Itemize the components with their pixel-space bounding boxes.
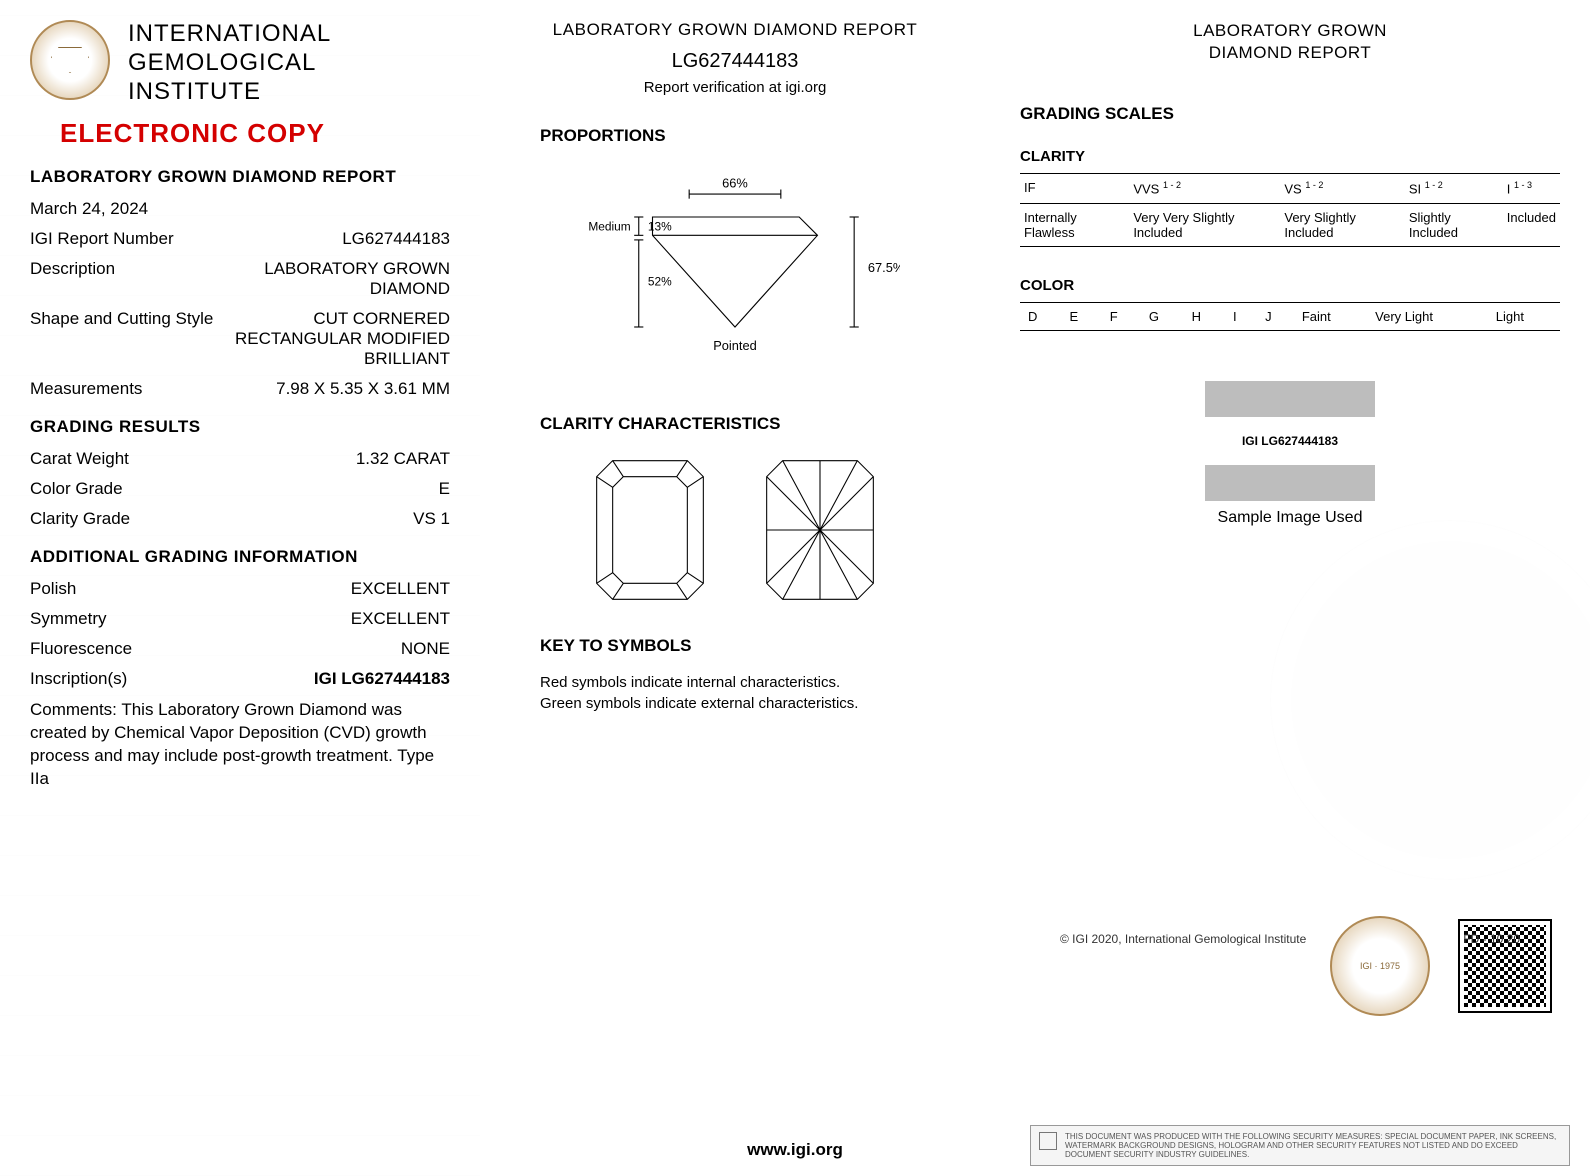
- igi-seal-icon: IGI · 1975: [1330, 916, 1430, 1016]
- polish-value: EXCELLENT: [351, 579, 450, 599]
- clarity-desc-cell: Included: [1503, 203, 1560, 246]
- clarity-code-cell: VVS 1 - 2: [1129, 174, 1280, 203]
- clarity-desc-cell: Very Very Slightly Included: [1129, 203, 1280, 246]
- clarity-scale-label: CLARITY: [1020, 148, 1560, 165]
- header-row: INTERNATIONAL GEMOLOGICAL INSTITUTE: [30, 20, 450, 106]
- prop-table-pct: 66%: [722, 176, 748, 191]
- color-scale-cell: Light: [1488, 302, 1560, 330]
- electronic-copy-label: ELECTRONIC COPY: [60, 118, 450, 149]
- sample-inscription-image: IGI LG627444183: [1205, 381, 1375, 501]
- grading-results-title: GRADING RESULTS: [30, 417, 450, 437]
- sample-inscription-text: IGI LG627444183: [1242, 434, 1338, 448]
- grading-scales-title: GRADING SCALES: [1020, 104, 1560, 124]
- color-scale-cell: D: [1020, 302, 1061, 330]
- colorgrade-label: Color Grade: [30, 479, 123, 499]
- measurements-label: Measurements: [30, 379, 142, 399]
- shape-label: Shape and Cutting Style: [30, 309, 213, 369]
- prop-pavilion-pct: 52%: [648, 275, 672, 289]
- clarity-diagrams: [510, 450, 960, 610]
- claritygrade-label: Clarity Grade: [30, 509, 130, 529]
- color-scale-cell: E: [1061, 302, 1101, 330]
- symmetry-label: Symmetry: [30, 609, 107, 629]
- polish-label: Polish: [30, 579, 76, 599]
- website-url: www.igi.org: [747, 1140, 843, 1160]
- left-column: INTERNATIONAL GEMOLOGICAL INSTITUTE ELEC…: [0, 0, 480, 1176]
- prop-depth-pct: 67.5%: [868, 260, 900, 275]
- info-icon: [1039, 1132, 1057, 1150]
- shape-value: CUT CORNERED RECTANGULAR MODIFIED BRILLI…: [213, 309, 450, 369]
- org-name: INTERNATIONAL GEMOLOGICAL INSTITUTE: [128, 20, 331, 106]
- middle-column: LABORATORY GROWN DIAMOND REPORT LG627444…: [480, 0, 990, 1176]
- prop-girdle: Medium: [588, 220, 630, 234]
- disclaimer-text: THIS DOCUMENT WAS PRODUCED WITH THE FOLL…: [1065, 1132, 1561, 1159]
- report-number: LG627444183: [342, 229, 450, 249]
- mid-report-code: LG627444183: [510, 50, 960, 73]
- color-scale-cell: H: [1184, 302, 1225, 330]
- key-to-symbols-title: KEY TO SYMBOLS: [510, 636, 960, 656]
- description-value: LABORATORY GROWN DIAMOND: [180, 259, 450, 299]
- fd-code: FD - 10 20: [1463, 932, 1520, 946]
- carat-value: 1.32 CARAT: [356, 449, 450, 469]
- igi-logo-icon: [30, 20, 110, 100]
- measurements-value: 7.98 X 5.35 X 3.61 MM: [276, 379, 450, 399]
- proportions-diagram: 66% 67.5% 13% 52% Medium Pointed: [570, 162, 900, 364]
- description-label: Description: [30, 259, 115, 299]
- key-internal-text: Red symbols indicate internal characteri…: [510, 672, 960, 693]
- color-scale-cell: J: [1257, 302, 1294, 330]
- prop-culet: Pointed: [713, 338, 757, 353]
- proportions-title: PROPORTIONS: [510, 126, 960, 146]
- color-scale-label: COLOR: [1020, 277, 1560, 294]
- color-scale-cell: G: [1141, 302, 1184, 330]
- clarity-bottom-view-icon: [755, 450, 885, 610]
- clarity-code-cell: SI 1 - 2: [1405, 174, 1503, 203]
- color-scale-cell: I: [1225, 302, 1257, 330]
- org-line1: INTERNATIONAL: [128, 20, 331, 49]
- claritygrade-value: VS 1: [413, 509, 450, 529]
- clarity-scale-table: IFVVS 1 - 2VS 1 - 2SI 1 - 2I 1 - 3 Inter…: [1020, 173, 1560, 246]
- prop-crown-pct: 13%: [648, 220, 672, 234]
- symmetry-value: EXCELLENT: [351, 609, 450, 629]
- right-column: LABORATORY GROWN DIAMOND REPORT GRADING …: [990, 0, 1590, 1176]
- clarity-code-cell: I 1 - 3: [1503, 174, 1560, 203]
- inscription-value: IGI LG627444183: [314, 669, 450, 689]
- comments-text: Comments: This Laboratory Grown Diamond …: [30, 699, 450, 791]
- security-disclaimer: THIS DOCUMENT WAS PRODUCED WITH THE FOLL…: [1030, 1125, 1570, 1166]
- sample-caption: Sample Image Used: [1020, 509, 1560, 527]
- clarity-code-cell: VS 1 - 2: [1280, 174, 1405, 203]
- clarity-desc-cell: Very Slightly Included: [1280, 203, 1405, 246]
- clarity-desc-cell: Slightly Included: [1405, 203, 1503, 246]
- fluorescence-label: Fluorescence: [30, 639, 132, 659]
- mid-report-title: LABORATORY GROWN DIAMOND REPORT: [510, 20, 960, 40]
- clarity-code-cell: IF: [1020, 174, 1129, 203]
- copyright-text: © IGI 2020, International Gemological In…: [1060, 932, 1306, 946]
- clarity-desc-cell: Internally Flawless: [1020, 203, 1129, 246]
- clarity-top-view-icon: [585, 450, 715, 610]
- color-scale-cell: Very Light: [1367, 302, 1488, 330]
- org-line2: GEMOLOGICAL: [128, 49, 331, 78]
- color-scale-cell: F: [1102, 302, 1141, 330]
- additional-title: ADDITIONAL GRADING INFORMATION: [30, 547, 450, 567]
- right-title-2: DIAMOND REPORT: [1020, 42, 1560, 64]
- mid-verification: Report verification at igi.org: [510, 79, 960, 96]
- colorgrade-value: E: [439, 479, 450, 499]
- left-report-title: LABORATORY GROWN DIAMOND REPORT: [30, 167, 450, 187]
- fluorescence-value: NONE: [401, 639, 450, 659]
- key-external-text: Green symbols indicate external characte…: [510, 693, 960, 714]
- report-number-label: IGI Report Number: [30, 229, 174, 249]
- right-title-1: LABORATORY GROWN: [1020, 20, 1560, 42]
- color-scale-cell: Faint: [1294, 302, 1367, 330]
- clarity-characteristics-title: CLARITY CHARACTERISTICS: [510, 414, 960, 434]
- inscription-label: Inscription(s): [30, 669, 127, 689]
- color-scale-table: DEFGHIJFaintVery LightLight: [1020, 302, 1560, 331]
- carat-label: Carat Weight: [30, 449, 129, 469]
- watermark-seal-icon: [1270, 520, 1590, 880]
- report-date: March 24, 2024: [30, 199, 148, 219]
- org-line3: INSTITUTE: [128, 78, 331, 107]
